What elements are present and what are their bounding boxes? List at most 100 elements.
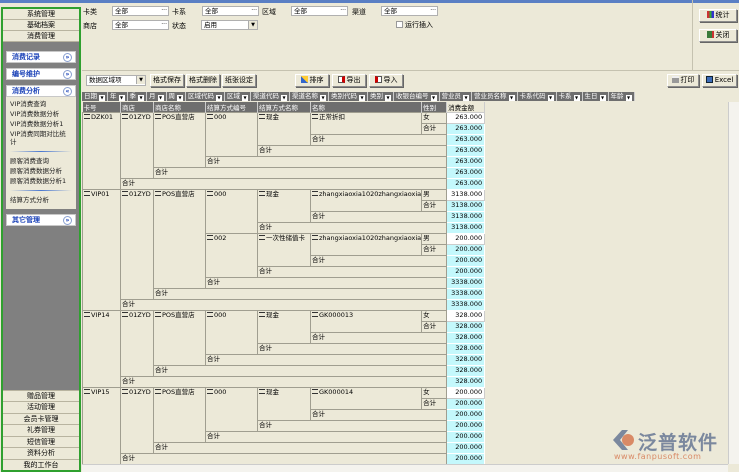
group-toggle-icon[interactable] [312, 312, 318, 317]
chevron-down-icon[interactable]: ▼ [157, 95, 164, 101]
chevron-down-icon[interactable]: ▼ [599, 95, 606, 101]
field-chip[interactable]: 区域代码 ▼ [186, 92, 225, 101]
menu-vip-analysis-1[interactable]: VIP消费数据分析1 [10, 120, 64, 128]
field-chip[interactable]: 营业员 ▼ [439, 92, 472, 101]
horizontal-scrollbar[interactable] [82, 464, 728, 472]
field-chip[interactable]: 日期 ▼ [82, 92, 108, 101]
paper-setup-button[interactable]: 纸张设定 [222, 74, 256, 87]
field-chip[interactable]: 营业员名称 ▼ [472, 92, 518, 101]
group-toggle-icon[interactable] [259, 389, 265, 394]
field-chip[interactable]: 生日 ▼ [582, 92, 609, 101]
column-header[interactable]: 商店名称 [153, 102, 206, 113]
store-field[interactable]: 全部 ··· [112, 20, 169, 30]
expand-icon[interactable]: » [63, 70, 72, 79]
field-chip[interactable]: 渠道名称 ▼ [290, 92, 329, 101]
group-toggle-icon[interactable] [84, 114, 90, 119]
chevron-down-icon[interactable]: ▼ [463, 95, 469, 101]
browse-icon[interactable]: ··· [161, 7, 167, 14]
field-chip[interactable]: 渠道代码 ▼ [251, 92, 290, 101]
menu-customer-query[interactable]: 顾客消费查询 [10, 157, 49, 165]
sidebar-coupon-management[interactable]: 礼券管理 [3, 424, 79, 436]
chevron-down-icon[interactable]: ▼ [385, 95, 391, 101]
column-header[interactable]: 卡号 [82, 102, 121, 113]
group-number-maintenance[interactable]: 编号维护 » [6, 68, 76, 80]
run-insert-checkbox[interactable] [396, 21, 403, 28]
chevron-down-icon[interactable]: ▼ [281, 95, 287, 101]
field-chip[interactable]: 收银台编号 ▼ [394, 92, 440, 101]
group-toggle-icon[interactable] [259, 191, 265, 196]
field-chip[interactable]: 年 ▼ [108, 92, 128, 101]
group-toggle-icon[interactable] [312, 114, 318, 119]
region-field[interactable]: 全部 ··· [291, 6, 348, 16]
sidebar-my-workspace[interactable]: 我的工作台 [3, 458, 79, 470]
sidebar-data-analysis[interactable]: 资料分析 [3, 447, 79, 459]
menu-vip-query[interactable]: VIP消费查询 [10, 100, 47, 108]
field-chip[interactable]: 卡系 ▼ [556, 92, 583, 101]
sidebar-member-card-management[interactable]: 会员卡管理 [3, 412, 79, 424]
group-toggle-icon[interactable] [207, 235, 213, 240]
chevron-down-icon[interactable]: ▼ [625, 95, 632, 101]
import-button[interactable]: 导入 [369, 74, 403, 87]
print-button[interactable]: 打印 [667, 74, 699, 87]
data-area-select[interactable]: 数据区域项 ▼ [86, 75, 146, 86]
field-chip[interactable]: 卡系代码 ▼ [517, 92, 557, 101]
sidebar-basic-records[interactable]: 基础档案 [3, 20, 79, 31]
chevron-down-icon[interactable]: ▼ [320, 95, 326, 101]
menu-vip-yoy[interactable]: VIP消费同期对比统计 [10, 130, 66, 146]
group-toggle-icon[interactable] [207, 389, 213, 394]
browse-icon[interactable]: ··· [340, 7, 346, 14]
menu-settlement-analysis[interactable]: 结算方式分析 [10, 196, 49, 204]
card-type-field[interactable]: 全部 ··· [112, 6, 169, 16]
sort-button[interactable]: 排序 [295, 74, 329, 87]
column-header[interactable]: 商店 [120, 102, 154, 113]
chevron-down-icon[interactable]: ▼ [508, 95, 515, 101]
group-toggle-icon[interactable] [122, 312, 128, 317]
browse-icon[interactable]: ··· [251, 7, 257, 14]
group-toggle-icon[interactable] [207, 312, 213, 317]
chevron-down-icon[interactable]: ▼ [242, 95, 248, 101]
field-chip[interactable]: 周 ▼ [166, 92, 186, 101]
expand-icon[interactable]: » [63, 53, 72, 62]
menu-customer-analysis[interactable]: 顾客消费数据分析 [10, 167, 62, 175]
sidebar-consumption-management[interactable]: 消费管理 [3, 31, 79, 42]
group-toggle-icon[interactable] [259, 114, 265, 119]
group-consumption-records[interactable]: 消费记录 » [6, 51, 76, 63]
browse-icon[interactable]: ··· [430, 7, 436, 14]
group-toggle-icon[interactable] [155, 389, 161, 394]
group-toggle-icon[interactable] [84, 389, 90, 394]
stats-button[interactable]: 统计 [699, 9, 737, 22]
group-toggle-icon[interactable] [155, 191, 161, 196]
chevron-down-icon[interactable]: ▼ [138, 95, 144, 101]
field-chip[interactable]: 区域 ▼ [225, 92, 251, 101]
delete-format-button[interactable]: 格式删除 [186, 74, 220, 87]
group-toggle-icon[interactable] [312, 389, 318, 394]
expand-icon[interactable]: » [63, 216, 72, 225]
chevron-down-icon[interactable]: ▼ [136, 76, 145, 84]
field-chip[interactable]: 类别 ▼ [368, 92, 394, 101]
field-chip[interactable]: 年龄 ▼ [608, 92, 635, 101]
group-toggle-icon[interactable] [207, 191, 213, 196]
chevron-down-icon[interactable]: ▼ [99, 95, 105, 101]
chevron-down-icon[interactable]: ▼ [359, 95, 365, 101]
excel-button[interactable]: Excel [702, 74, 737, 87]
chevron-down-icon[interactable]: ▼ [430, 95, 437, 101]
group-other-management[interactable]: 其它管理 » [6, 214, 76, 226]
column-header[interactable]: 性别 [421, 102, 448, 113]
group-toggle-icon[interactable] [259, 235, 265, 240]
group-toggle-icon[interactable] [207, 114, 213, 119]
field-chip[interactable]: 季 ▼ [127, 92, 147, 101]
collapse-icon[interactable]: « [63, 87, 72, 96]
browse-icon[interactable]: ··· [161, 21, 167, 28]
chevron-down-icon[interactable]: ▼ [118, 95, 125, 101]
column-header[interactable]: 名称 [310, 102, 423, 113]
group-toggle-icon[interactable] [312, 191, 318, 196]
group-toggle-icon[interactable] [122, 191, 128, 196]
sidebar-activity-management[interactable]: 活动管理 [3, 401, 79, 413]
close-button[interactable]: 关闭 [699, 29, 737, 42]
sidebar-gift-management[interactable]: 赠品管理 [3, 389, 79, 401]
group-toggle-icon[interactable] [155, 312, 161, 317]
field-chip[interactable]: 月 ▼ [147, 92, 167, 101]
group-toggle-icon[interactable] [84, 312, 90, 317]
group-toggle-icon[interactable] [312, 235, 318, 240]
group-consumption-analysis[interactable]: 消费分析 « [6, 85, 76, 97]
